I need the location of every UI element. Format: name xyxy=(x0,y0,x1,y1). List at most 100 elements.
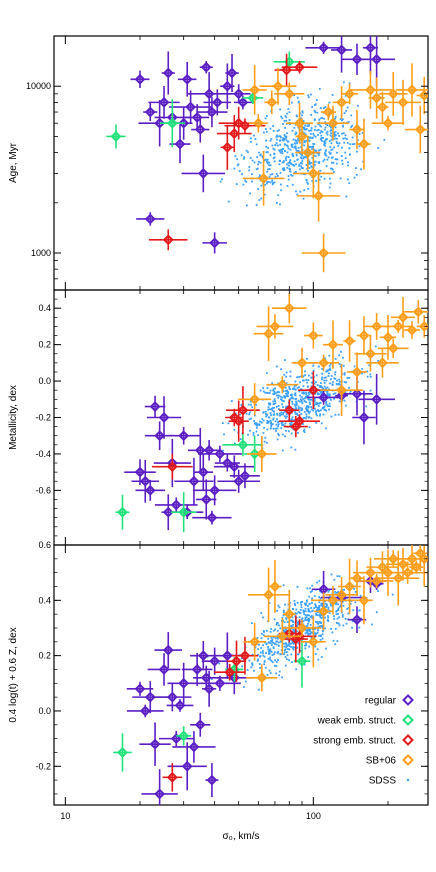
sdss-point xyxy=(323,609,326,611)
sdss-point xyxy=(345,138,348,140)
data-point-sb-06 xyxy=(351,124,363,135)
data-point-regular xyxy=(158,96,170,108)
sdss-point xyxy=(311,166,314,169)
sdss-point xyxy=(341,163,344,165)
sdss-point xyxy=(319,615,322,617)
sdss-point xyxy=(334,371,337,373)
sdss-point xyxy=(306,381,308,384)
sdss-point xyxy=(279,653,282,656)
sdss-point xyxy=(258,423,260,426)
sdss-point xyxy=(291,163,294,166)
sdss-point xyxy=(337,132,339,135)
sdss-point xyxy=(308,140,311,142)
sdss-point xyxy=(302,197,305,200)
data-point-sb-06 xyxy=(387,553,399,565)
sdss-point xyxy=(284,127,287,129)
sdss-point xyxy=(257,688,260,691)
sdss-point xyxy=(303,128,306,131)
sdss-point xyxy=(283,651,286,654)
sdss-point xyxy=(284,415,286,418)
sdss-point xyxy=(360,168,362,171)
sdss-point xyxy=(276,413,279,416)
data-point-sb-06 xyxy=(266,96,278,108)
sdss-point xyxy=(313,149,316,152)
sdss-point xyxy=(351,143,354,146)
sdss-point xyxy=(270,421,273,424)
sdss-point xyxy=(285,139,288,142)
sdss-point xyxy=(308,633,311,636)
sdss-point xyxy=(314,155,317,158)
data-point-regular xyxy=(358,412,370,423)
data-point-regular xyxy=(185,101,197,113)
sdss-point xyxy=(342,81,345,84)
sdss-point xyxy=(285,629,288,632)
sdss-point xyxy=(359,594,362,597)
sdss-point xyxy=(290,173,292,176)
data-point-regular xyxy=(191,111,203,123)
sdss-point xyxy=(276,412,278,415)
sdss-point xyxy=(325,370,328,373)
sdss-point xyxy=(294,408,297,411)
sdss-point xyxy=(320,616,323,619)
sdss-point xyxy=(273,398,276,401)
sdss-point xyxy=(298,163,301,166)
sdss-point xyxy=(261,155,264,158)
legend-label: weak emb. struct. xyxy=(317,716,396,727)
sdss-point xyxy=(310,127,313,129)
sdss-point xyxy=(309,133,312,135)
sdss-point xyxy=(289,159,292,162)
sdss-point xyxy=(266,441,268,444)
sdss-point xyxy=(245,149,248,152)
sdss-point xyxy=(276,629,279,632)
sdss-point xyxy=(318,634,321,637)
sdss-point xyxy=(275,672,278,675)
data-point-weak-emb-struct- xyxy=(178,730,190,742)
data-point-strong-emb-struct- xyxy=(290,633,302,645)
sdss-point xyxy=(281,421,284,424)
sdss-point xyxy=(342,364,345,367)
sdss-point xyxy=(290,421,293,424)
sdss-point xyxy=(327,394,329,397)
sdss-point xyxy=(262,419,265,422)
sdss-point xyxy=(294,392,297,395)
sdss-point xyxy=(278,412,281,415)
sdss-point xyxy=(284,649,286,652)
data-point-regular xyxy=(197,650,209,662)
sdss-point xyxy=(270,628,273,630)
sdss-point xyxy=(271,409,274,412)
sdss-point xyxy=(284,417,287,419)
sdss-point xyxy=(273,390,276,393)
sdss-point xyxy=(284,157,287,160)
data-point-regular xyxy=(162,67,174,79)
data-point-weak-emb-struct- xyxy=(237,439,249,451)
sdss-point xyxy=(248,411,251,414)
data-point-regular xyxy=(144,106,156,118)
sdss-point xyxy=(259,420,261,423)
sdss-point xyxy=(274,420,277,423)
sdss-point xyxy=(266,414,269,416)
sdss-point xyxy=(332,381,334,383)
sdss-point xyxy=(306,408,308,411)
sdss-point xyxy=(294,413,297,415)
sdss-point xyxy=(285,651,288,653)
sdss-point xyxy=(299,394,302,397)
sdss-point xyxy=(304,610,307,613)
sdss-point xyxy=(297,642,300,645)
sdss-point xyxy=(334,590,336,593)
sdss-point xyxy=(245,180,248,183)
sdss-point xyxy=(303,144,305,147)
sdss-point xyxy=(294,145,297,148)
sdss-point xyxy=(313,119,316,122)
data-point-regular xyxy=(197,168,209,179)
sdss-point xyxy=(269,402,272,405)
sdss-point xyxy=(299,608,302,611)
sdss-point xyxy=(308,160,311,163)
sdss-point xyxy=(250,400,252,403)
sdss-point xyxy=(296,585,299,588)
sdss-point xyxy=(281,449,284,452)
sdss-point xyxy=(334,137,336,140)
sdss-point xyxy=(281,424,283,427)
sdss-point xyxy=(282,148,285,150)
data-point-sb-06 xyxy=(371,321,383,332)
sdss-point xyxy=(240,154,243,157)
